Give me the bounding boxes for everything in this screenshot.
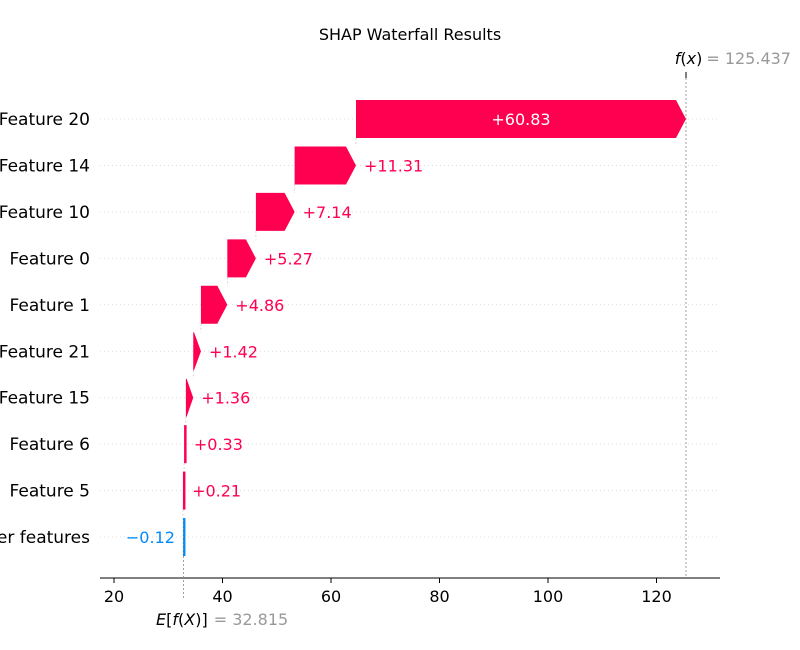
- connector-lines: [182, 138, 357, 519]
- bars: [182, 100, 686, 557]
- bar-value-label: +1.36: [201, 389, 250, 408]
- bar-value-label: +1.42: [209, 342, 258, 361]
- value-labels: +60.83 +11.31 +7.14 +5.27 +4.86 +1.42 +1.36 +0.…: [126, 110, 551, 547]
- waterfall-bar: [184, 425, 187, 464]
- waterfall-bar: [193, 332, 201, 371]
- feature-labels: Feature 20 Feature 14 Feature 10 Feature 0 F…: [0, 110, 90, 548]
- base-value-label: E[f(X)] = 32.815: [156, 610, 288, 629]
- bar-value-label: +7.14: [303, 203, 352, 222]
- feature-label: Feature 14: [0, 156, 90, 176]
- bar-value-label: +11.31: [364, 156, 423, 175]
- output-value-label: f(x) = 125.437: [675, 49, 791, 68]
- waterfall-bar: [255, 192, 295, 231]
- waterfall-bar: [200, 285, 228, 324]
- feature-label: Feature 1: [10, 296, 90, 316]
- feature-label: Feature 10: [0, 203, 90, 223]
- x-tick-label: 80: [429, 587, 449, 606]
- bar-value-label: +60.83: [491, 110, 550, 129]
- feature-label: er features: [0, 528, 90, 548]
- waterfall-bar: [227, 239, 256, 278]
- waterfall-bar: [355, 100, 686, 138]
- waterfall-bar: [185, 378, 194, 417]
- feature-label: Feature 15: [0, 389, 90, 409]
- waterfall-bar: [294, 146, 356, 185]
- bar-value-label: +0.33: [194, 435, 243, 454]
- gridlines: [100, 118, 720, 538]
- x-tick-label: 40: [212, 587, 232, 606]
- x-axis: 20 40 60 80 100 120: [100, 577, 720, 606]
- x-tick-label: 60: [321, 587, 341, 606]
- feature-label: Feature 5: [10, 482, 90, 502]
- x-tick-label: 120: [641, 587, 672, 606]
- waterfall-bar: [182, 518, 186, 557]
- bar-value-label: +0.21: [192, 482, 241, 501]
- feature-label: Feature 21: [0, 342, 90, 362]
- feature-label: Feature 6: [10, 435, 90, 455]
- x-tick-label: 20: [104, 587, 124, 606]
- x-tick-label: 100: [533, 587, 564, 606]
- bar-value-label: +5.27: [264, 249, 313, 268]
- output-value-annotation: f(x) = 125.437: [675, 49, 791, 578]
- bar-value-label: −0.12: [126, 528, 175, 547]
- feature-label: Feature 0: [10, 249, 90, 269]
- feature-label: Feature 20: [0, 110, 90, 130]
- waterfall-bar: [182, 471, 186, 510]
- base-value-annotation: E[f(X)] = 32.815: [156, 520, 288, 629]
- chart-title: SHAP Waterfall Results: [319, 25, 501, 44]
- bar-value-label: +4.86: [235, 296, 284, 315]
